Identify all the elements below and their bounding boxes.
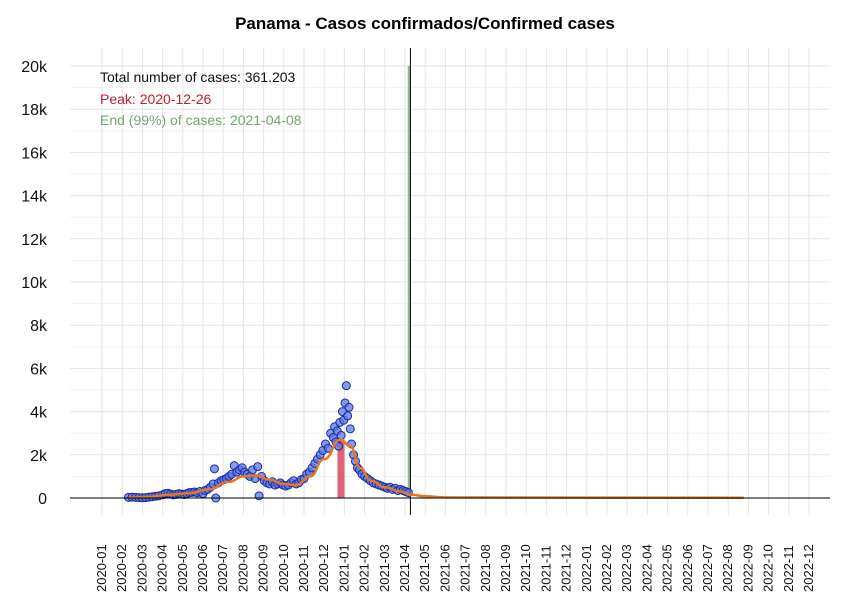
total-cases-annotation: Total number of cases: 361.203 <box>100 69 296 85</box>
case-point <box>209 464 219 474</box>
grid <box>70 48 830 515</box>
case-point <box>344 402 354 412</box>
case-point <box>253 462 263 472</box>
case-points <box>123 381 413 503</box>
x-tick-label: 2020-01 <box>94 544 109 592</box>
x-tick-label: 2020-09 <box>256 544 271 592</box>
x-tick-label: 2020-10 <box>276 544 291 592</box>
y-tick-label: 8k <box>30 318 48 335</box>
x-tick-label: 2021-09 <box>498 544 513 592</box>
y-tick-label: 14k <box>21 189 48 206</box>
case-point <box>345 424 355 434</box>
peak-annotation: Peak: 2020-12-26 <box>100 91 212 107</box>
x-tick-label: 2021-02 <box>357 544 372 592</box>
x-tick-label: 2022-11 <box>781 545 796 592</box>
x-tick-label: 2022-04 <box>639 544 654 592</box>
case-point <box>341 381 351 391</box>
x-tick-label: 2021-01 <box>336 544 351 592</box>
x-tick-label: 2022-12 <box>801 544 816 592</box>
x-tick-label: 2021-07 <box>458 544 473 592</box>
y-tick-label: 16k <box>21 145 48 162</box>
x-tick-label: 2021-06 <box>437 544 452 592</box>
x-tick-label: 2020-12 <box>316 544 331 592</box>
end-annotation: End (99%) of cases: 2021-04-08 <box>100 112 302 128</box>
x-tick-label: 2020-03 <box>134 544 149 592</box>
case-point <box>336 430 346 440</box>
x-tick-label: 2020-04 <box>155 544 170 592</box>
case-point <box>343 411 353 421</box>
x-tick-label: 2022-09 <box>740 544 755 592</box>
fit-line <box>128 438 744 500</box>
case-point <box>254 491 264 501</box>
vertical-lines <box>407 48 411 515</box>
x-tick-label: 2021-11 <box>538 545 553 592</box>
y-tick-label: 12k <box>21 232 48 249</box>
x-tick-label: 2020-02 <box>114 544 129 592</box>
y-tick-label: 20k <box>21 59 48 76</box>
x-tick-label: 2021-05 <box>417 544 432 592</box>
y-tick-label: 18k <box>21 102 48 119</box>
x-tick-label: 2020-05 <box>175 544 190 592</box>
fit-line-path <box>128 438 744 500</box>
end-date-line <box>407 66 411 498</box>
x-tick-label: 2022-08 <box>720 544 735 592</box>
x-tick-label: 2022-07 <box>700 544 715 592</box>
y-tick-label: 6k <box>30 361 48 378</box>
x-tick-label: 2022-10 <box>761 544 776 592</box>
y-tick-labels: 0 2k 4k 6k 8k 10k 12k 14k 16k 18k 20k <box>21 59 48 508</box>
y-tick-label: 0 <box>38 491 47 508</box>
x-tick-label: 2022-01 <box>579 544 594 592</box>
x-tick-label: 2020-06 <box>195 544 210 592</box>
x-tick-label: 2021-08 <box>478 544 493 592</box>
peak-marker <box>337 439 345 498</box>
x-tick-label: 2022-02 <box>599 544 614 592</box>
y-tick-label: 4k <box>30 405 48 422</box>
chart-title: Panama - Casos confirmados/Confirmed cas… <box>235 14 615 33</box>
x-tick-label: 2022-06 <box>680 544 695 592</box>
x-tick-label: 2020-08 <box>235 544 250 592</box>
x-tick-label: 2021-10 <box>518 544 533 592</box>
x-tick-label: 2020-07 <box>215 544 230 592</box>
x-tick-label: 2022-03 <box>619 544 634 592</box>
x-tick-labels: 2020-01 2020-02 2020-03 2020-04 2020-05 2020-… <box>94 544 816 592</box>
x-tick-label: 2022-05 <box>660 544 675 592</box>
x-tick-label: 2021-12 <box>559 544 574 592</box>
y-tick-label: 2k <box>30 448 48 465</box>
x-tick-label: 2021-03 <box>377 544 392 592</box>
x-tick-label: 2021-04 <box>397 544 412 592</box>
peak-bar <box>337 439 345 498</box>
y-tick-label: 10k <box>21 275 48 292</box>
x-tick-label: 2020-11 <box>296 545 311 592</box>
